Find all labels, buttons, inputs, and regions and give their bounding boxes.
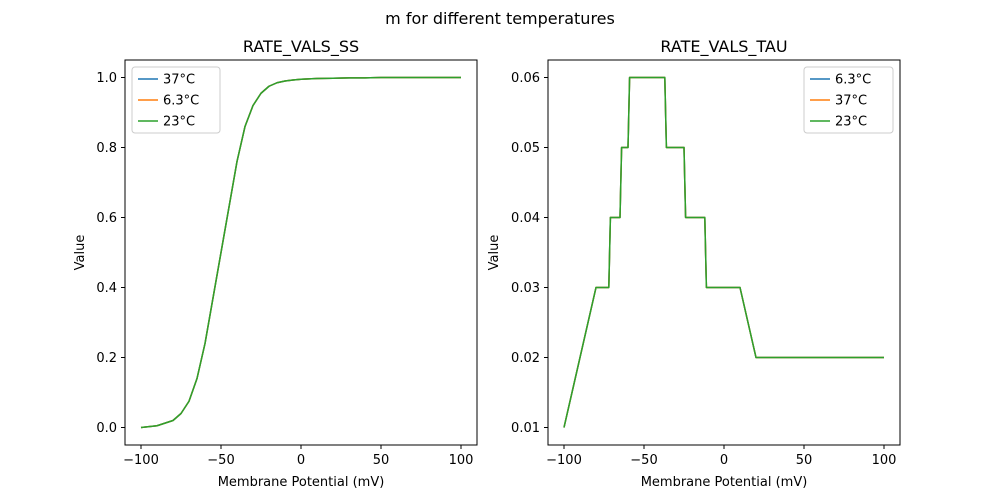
x-tick-label: −50 (630, 453, 657, 468)
legend-box (131, 66, 221, 134)
x-axis-label: Membrane Potential (mV) (218, 475, 385, 490)
chart-panel-tau: RATE_VALS_TAU −100 −50 0 50 100 0.01 0.02 0.03 0… (487, 37, 901, 490)
y-axis-label: Value (487, 235, 502, 271)
figure-suptitle: m for different temperatures (385, 9, 615, 28)
series-line (140, 76, 461, 429)
legend-label: 23°C (835, 115, 867, 130)
y-tick-label: 0.03 (511, 281, 540, 296)
y-tick-label: 0.05 (511, 141, 540, 156)
x-tick-label: 100 (449, 453, 474, 468)
y-tick-label: 0.06 (511, 71, 540, 86)
x-tick-label: −100 (546, 453, 582, 468)
legend-label: 6.3°C (835, 73, 871, 88)
y-tick-label: 0.0 (96, 421, 117, 436)
y-tick-label: 1.0 (96, 71, 117, 86)
x-tick-label: 50 (373, 453, 390, 468)
y-tick-label: 0.2 (96, 351, 117, 366)
x-tick-label: −100 (123, 453, 159, 468)
y-tick-label: 0.4 (96, 281, 117, 296)
chart-title: RATE_VALS_SS (243, 37, 359, 57)
x-tick-label: 50 (796, 453, 813, 468)
legend-label: 37°C (163, 73, 195, 88)
legend-label: 37°C (835, 94, 867, 109)
y-tick-label: 0.04 (511, 211, 540, 226)
x-tick-label: 0 (720, 453, 728, 468)
legend-label: 23°C (163, 115, 195, 130)
x-tick-label: 100 (872, 453, 897, 468)
chart-title: RATE_VALS_TAU (660, 37, 787, 57)
y-tick-label: 0.02 (511, 351, 540, 366)
x-tick-label: −50 (207, 453, 234, 468)
y-tick-label: 0.6 (96, 211, 117, 226)
legend-box (803, 66, 894, 134)
y-tick-label: 0.01 (511, 421, 540, 436)
x-tick-label: 0 (297, 453, 305, 468)
y-tick-label: 0.8 (96, 141, 117, 156)
chart-panel-ss: RATE_VALS_SS −100 −50 0 50 100 0.0 0.2 0.4 0.6 0.… (73, 37, 478, 490)
y-axis-label: Value (73, 235, 88, 271)
series-line (563, 76, 884, 428)
legend-label: 6.3°C (163, 94, 199, 109)
x-axis-label: Membrane Potential (mV) (641, 475, 808, 490)
